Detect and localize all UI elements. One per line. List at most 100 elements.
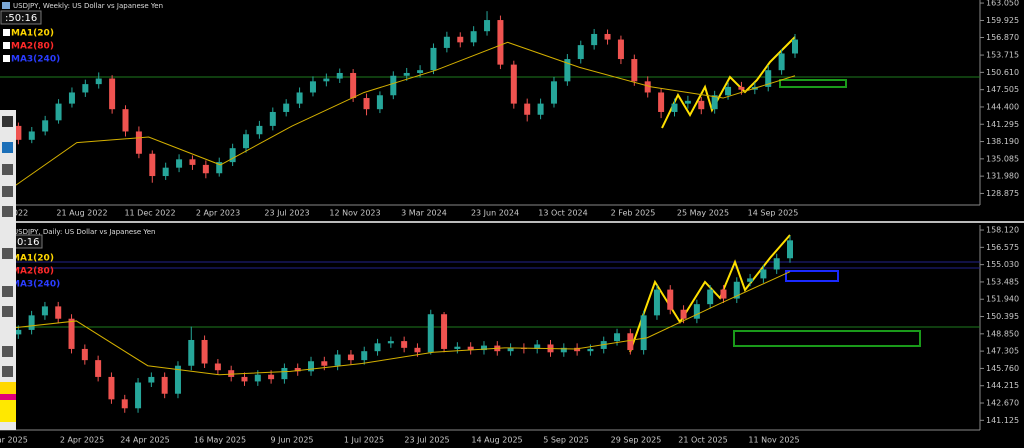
candle-body bbox=[308, 361, 315, 372]
candle-body bbox=[441, 314, 448, 349]
candle-body bbox=[162, 167, 169, 177]
candle-body bbox=[95, 78, 102, 85]
tool-icon[interactable] bbox=[2, 346, 13, 357]
candle-body bbox=[42, 120, 49, 132]
candle-body bbox=[28, 131, 35, 140]
candle-body bbox=[497, 20, 504, 65]
candle-body bbox=[376, 95, 383, 110]
candle-body bbox=[698, 100, 705, 110]
x-tick-label: 23 Jun 2024 bbox=[471, 209, 519, 218]
candle-body bbox=[401, 341, 408, 348]
candle-body bbox=[693, 304, 700, 319]
candle-body bbox=[480, 345, 487, 351]
candle-body bbox=[644, 81, 651, 93]
chart-title: USDJPY, Weekly: US Dollar vs Japanese Ye… bbox=[13, 2, 163, 10]
tool-icon[interactable] bbox=[2, 164, 13, 175]
candle-body bbox=[135, 131, 142, 154]
candle-body bbox=[363, 98, 370, 110]
candle-body bbox=[121, 399, 128, 409]
x-tick-label: 3 Mar 2025 bbox=[0, 436, 28, 445]
candle-body bbox=[350, 72, 357, 99]
candle-body bbox=[470, 31, 477, 43]
candle-body bbox=[577, 45, 584, 60]
y-tick-label: 144.215 bbox=[986, 381, 1019, 390]
color-swatch[interactable] bbox=[0, 382, 16, 394]
y-tick-label: 151.940 bbox=[986, 295, 1019, 304]
x-tick-label: 9 Jun 2025 bbox=[270, 436, 313, 445]
color-swatch[interactable] bbox=[0, 400, 16, 422]
x-tick-label: 2022 bbox=[8, 209, 28, 218]
tool-icon[interactable] bbox=[2, 142, 13, 153]
x-tick-label: 1 Jul 2025 bbox=[344, 436, 384, 445]
x-tick-label: 16 May 2025 bbox=[194, 436, 246, 445]
candle-body bbox=[574, 347, 581, 352]
candle-body bbox=[243, 134, 250, 149]
y-tick-label: 128.875 bbox=[986, 189, 1019, 198]
y-tick-label: 144.400 bbox=[986, 102, 1019, 111]
candle-body bbox=[604, 33, 611, 40]
candle-body bbox=[256, 125, 263, 135]
candle-body bbox=[296, 92, 303, 104]
x-tick-label: 11 Nov 2025 bbox=[748, 436, 799, 445]
tool-icon[interactable] bbox=[2, 186, 13, 197]
y-tick-label: 141.125 bbox=[986, 416, 1019, 425]
candle-body bbox=[484, 20, 491, 32]
legend-entry: MA1(20) bbox=[11, 29, 54, 39]
symbol-icon bbox=[2, 2, 10, 9]
x-tick-label: 23 Jul 2023 bbox=[264, 209, 309, 218]
candle-body bbox=[417, 70, 424, 73]
clock-box bbox=[0, 10, 42, 25]
candle-body bbox=[189, 159, 196, 165]
candle-body bbox=[336, 72, 343, 79]
y-tick-label: 153.485 bbox=[986, 277, 1019, 286]
x-tick-label: 23 Jul 2025 bbox=[404, 436, 449, 445]
candle-body bbox=[550, 81, 557, 104]
candle-body bbox=[684, 100, 691, 104]
y-tick-label: 135.085 bbox=[986, 154, 1019, 163]
candle-body bbox=[81, 348, 88, 361]
candle-body bbox=[268, 374, 275, 380]
legend-entry: MA3(240) bbox=[11, 55, 60, 65]
tool-icon[interactable] bbox=[2, 248, 13, 259]
candle-body bbox=[135, 382, 142, 409]
y-tick-label: 142.670 bbox=[986, 399, 1019, 408]
candle-body bbox=[15, 329, 22, 335]
tool-icon[interactable] bbox=[2, 116, 13, 127]
candle-body bbox=[122, 109, 129, 132]
tool-icon[interactable] bbox=[2, 306, 13, 317]
y-tick-label: 159.925 bbox=[986, 16, 1019, 25]
candle-body bbox=[787, 240, 793, 259]
tool-icon[interactable] bbox=[2, 206, 13, 217]
y-tick-label: 158.120 bbox=[986, 226, 1019, 235]
y-tick-label: 150.395 bbox=[986, 312, 1019, 321]
candle-body bbox=[507, 347, 514, 352]
x-tick-label: 3 Mar 2024 bbox=[401, 209, 447, 218]
candle-body bbox=[564, 59, 571, 82]
candle-body bbox=[374, 343, 381, 352]
candle-body bbox=[707, 289, 714, 305]
chart-title: USDJPY, Daily: US Dollar vs Japanese Yen bbox=[13, 228, 155, 236]
tool-icon[interactable] bbox=[2, 366, 13, 377]
legend-checkbox bbox=[3, 55, 10, 62]
color-swatch[interactable] bbox=[0, 394, 16, 400]
candle-body bbox=[671, 103, 678, 112]
candle-body bbox=[387, 341, 394, 344]
x-tick-label: 2 Apr 2025 bbox=[60, 436, 104, 445]
candle-body bbox=[631, 59, 638, 82]
candle-body bbox=[467, 346, 474, 351]
candle-body bbox=[792, 39, 798, 54]
legend-entry: MA2(80) bbox=[11, 267, 54, 277]
y-tick-label: 163.050 bbox=[986, 0, 1019, 8]
tool-icon[interactable] bbox=[2, 286, 13, 297]
candle-body bbox=[202, 164, 209, 174]
candle-body bbox=[430, 47, 437, 71]
candle-body bbox=[725, 86, 732, 96]
candle-body bbox=[667, 289, 674, 310]
candle-body bbox=[334, 354, 341, 366]
candle-body bbox=[294, 367, 301, 372]
candle-body bbox=[778, 53, 785, 71]
zone-box bbox=[785, 270, 839, 282]
candle-body bbox=[269, 111, 276, 126]
